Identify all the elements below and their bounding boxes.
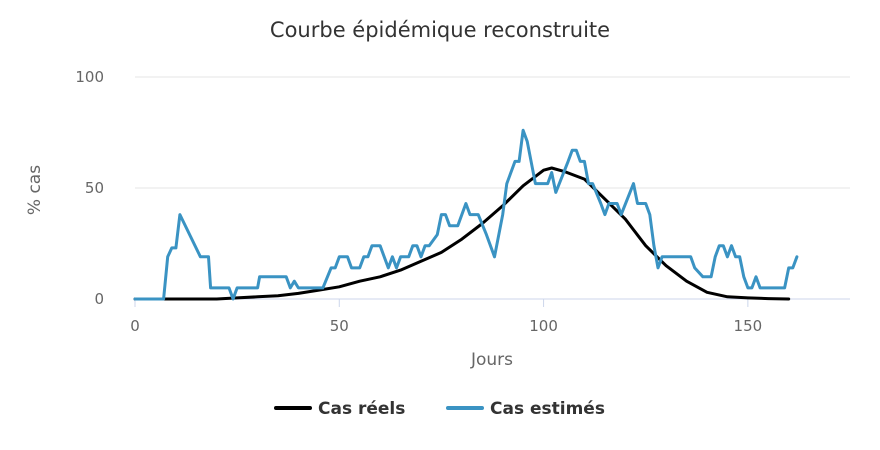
x-tick-label: 0 (130, 317, 140, 335)
legend-item-cas-estimes[interactable]: Cas estimés (446, 399, 605, 419)
y-tick-label: 100 (75, 68, 104, 86)
x-tick-label: 100 (529, 317, 558, 335)
x-axis-title: Jours (470, 350, 513, 370)
grid (135, 76, 850, 189)
legend: Cas réels Cas estimés (274, 399, 605, 419)
legend-label-cas-estimes: Cas estimés (490, 399, 605, 419)
y-ticks: 0 50 100 (75, 68, 104, 308)
x-tick-label: 150 (734, 317, 763, 335)
y-tick-label: 0 (94, 290, 104, 308)
legend-label-cas-reels: Cas réels (318, 399, 405, 419)
y-tick-label: 50 (85, 179, 104, 197)
series-group (133, 128, 799, 301)
x-tick-label: 50 (330, 317, 349, 335)
chart-title: Courbe épidémique reconstruite (270, 18, 610, 42)
y-axis-title: % cas (25, 165, 45, 215)
legend-item-cas-reels[interactable]: Cas réels (274, 399, 405, 419)
series-line-cas-estimes[interactable] (133, 128, 799, 301)
x-ticks: 0 50 100 150 (130, 299, 762, 335)
